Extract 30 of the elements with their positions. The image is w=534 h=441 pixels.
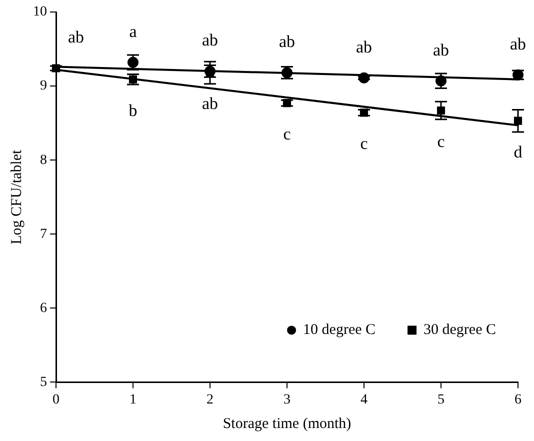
x-tick-label: 5: [438, 392, 444, 408]
annotation: ab: [356, 37, 372, 56]
annotation: b: [128, 100, 138, 120]
y-tick-label: 5: [40, 374, 47, 390]
y-tick-label: 7: [40, 226, 47, 242]
y-tick-label: 9: [40, 78, 47, 94]
x-tick-label: 0: [52, 392, 60, 408]
legend-label: 10 degree C: [303, 322, 376, 338]
annotation: c: [360, 134, 368, 154]
annotation: ab: [202, 94, 218, 114]
y-axis-title: Log CFU/tablet: [8, 148, 25, 244]
annotation: ab: [278, 32, 296, 52]
annotation: ab: [68, 28, 84, 47]
annotation: a: [129, 22, 138, 41]
y-tick-label: 10: [33, 4, 47, 20]
annotation: ab: [510, 34, 526, 54]
y-tick-label: 8: [40, 152, 47, 168]
annotation: d: [514, 142, 523, 162]
x-tick-label: 6: [514, 392, 522, 408]
x-tick-label: 3: [284, 392, 290, 408]
y-tick-label: 6: [40, 300, 47, 316]
legend-label: 30 degree C: [424, 322, 496, 338]
x-tick-label: 2: [206, 392, 214, 408]
x-tick-label: 1: [130, 392, 136, 408]
annotation: c: [437, 132, 446, 151]
annotation: ab: [202, 30, 218, 50]
x-axis-title: Storage time (month): [222, 416, 352, 432]
annotation: ab: [432, 40, 450, 60]
x-tick-label: 4: [360, 392, 368, 408]
annotation: c: [283, 124, 292, 144]
